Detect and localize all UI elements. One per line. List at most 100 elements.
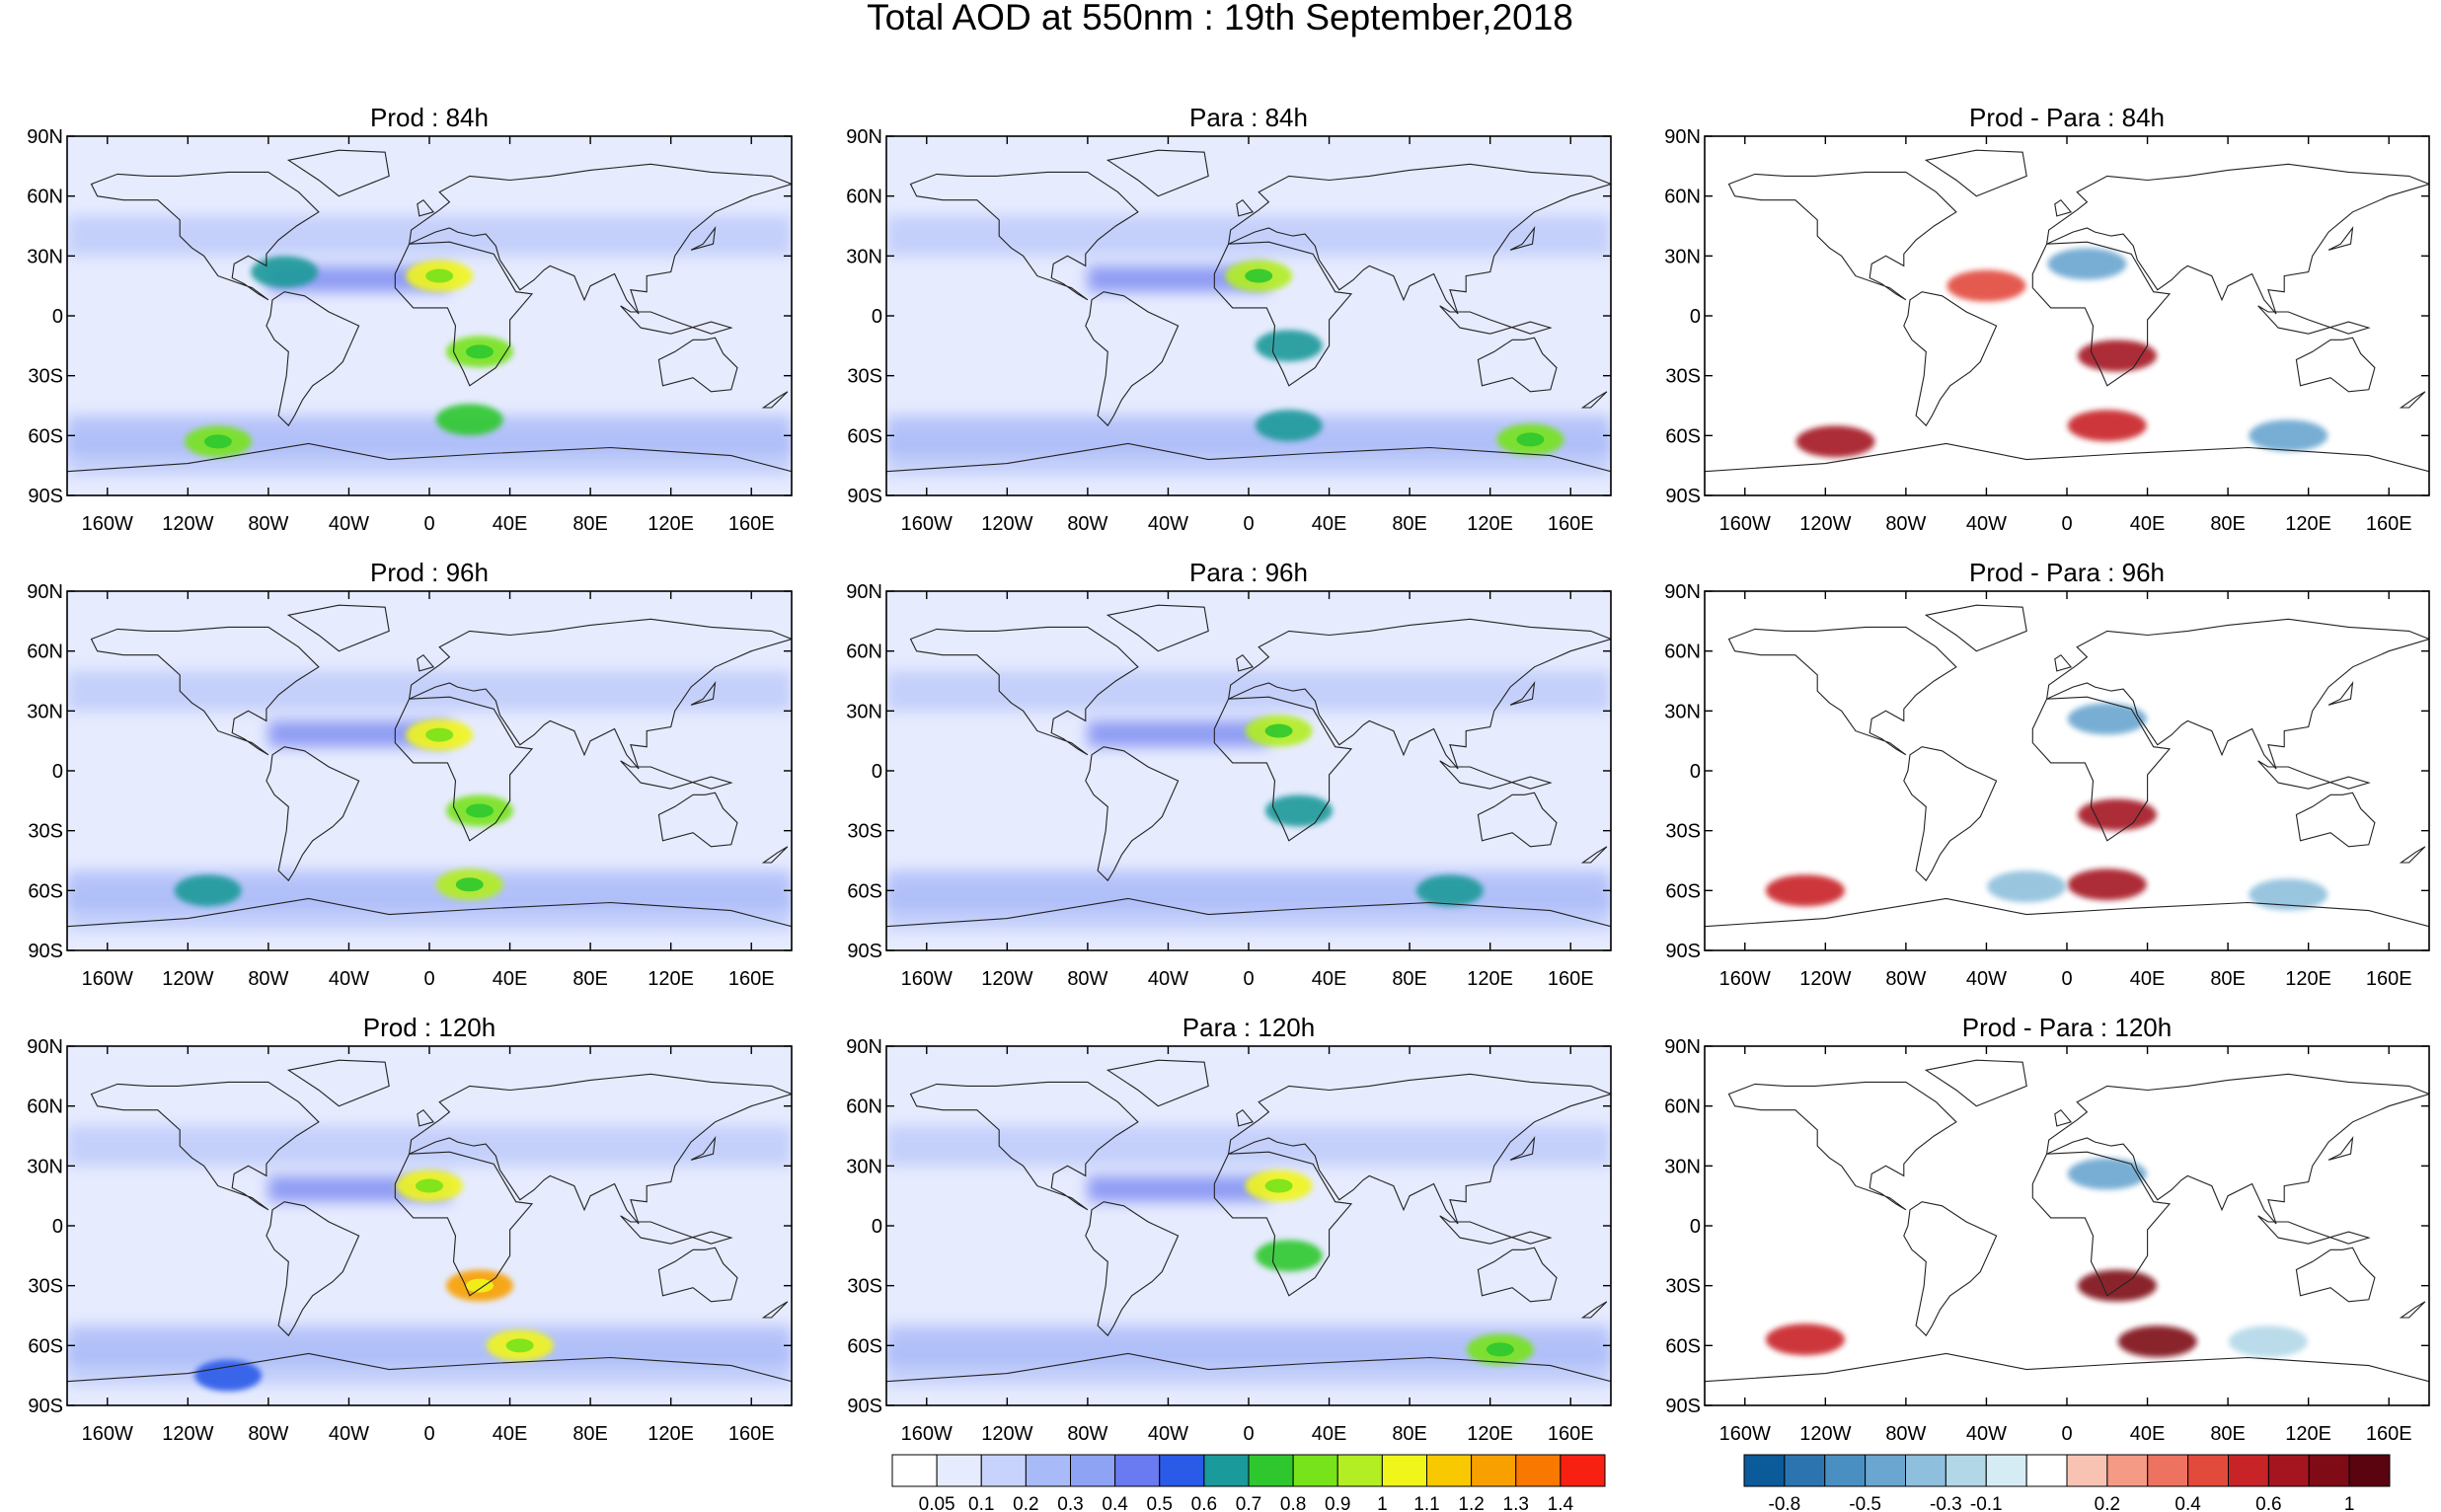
map-panel: Para : 120h 90N 60N 30N 0 30S 60S 90S 160W 120W 80…	[846, 1013, 1612, 1445]
lon-label: 40E	[493, 513, 528, 535]
lon-label: 0	[423, 968, 434, 990]
coastline	[620, 760, 733, 790]
colorbar-label: -0.8	[1769, 1494, 1801, 1512]
colorbar-swatch	[2228, 1454, 2269, 1487]
map-panel: Prod - Para : 96h 90N 60N 30N 0 30S 60S 90S 160W…	[1664, 558, 2430, 990]
colorbar-swatch	[1560, 1454, 1606, 1487]
lon-label: 0	[2061, 513, 2072, 535]
lon-label: 120E	[648, 1423, 694, 1445]
colorbar-label: 0.1	[968, 1494, 994, 1512]
lat-label: 0	[1690, 1216, 1701, 1238]
lon-label: 120W	[1799, 968, 1851, 990]
lat-label: 90S	[847, 941, 882, 962]
data-feature	[2117, 1325, 2197, 1358]
lat-label: 30S	[28, 366, 63, 388]
colorbar-label: -0.5	[1849, 1494, 1881, 1512]
lon-label: 0	[423, 1423, 434, 1445]
coastline	[1227, 618, 1611, 770]
lat-label: 30N	[1664, 701, 1701, 722]
lon-label: 80E	[1392, 513, 1427, 535]
coastline	[1580, 846, 1608, 864]
lat-label: 90S	[847, 1396, 882, 1417]
lon-label: 160E	[728, 968, 775, 990]
aerosol-band	[67, 1125, 792, 1167]
map-panel: Para : 96h 90N 60N 30N 0 30S 60S 90S 160W 120W 80W…	[846, 558, 1612, 990]
map-field	[67, 591, 792, 950]
data-feature	[1255, 1240, 1323, 1272]
coastline	[1903, 1201, 1998, 1337]
colorbar-label: 0.4	[1102, 1494, 1128, 1512]
colorbar-label: -0.1	[1970, 1494, 2003, 1512]
lat-label: 60N	[1664, 642, 1701, 663]
colorbar-swatch	[1292, 1454, 1338, 1487]
coastline	[266, 746, 360, 882]
lat-label: 0	[1690, 306, 1701, 328]
panel-title: Prod - Para : 96h	[1969, 558, 2165, 587]
lat-label: 30S	[847, 821, 882, 843]
map-field	[886, 1046, 1611, 1405]
data-feature-core	[465, 344, 494, 359]
aerosol-band	[67, 1345, 792, 1386]
aerosol-band	[886, 435, 1611, 476]
coastline	[2031, 1151, 2172, 1297]
colorbar-swatch	[1159, 1454, 1205, 1487]
data-feature	[2067, 703, 2147, 735]
lon-label: 40E	[493, 1423, 528, 1445]
colorbar-swatch	[2066, 1454, 2108, 1487]
coastline	[67, 897, 792, 950]
panel-title: Para : 120h	[1182, 1013, 1315, 1042]
diff-colorbar: -0.8 -0.5 -0.3 -0.1 0.2 0.4 0.6 1	[1743, 1454, 2391, 1512]
coastline	[2295, 1247, 2376, 1303]
data-feature	[2249, 419, 2328, 452]
data-feature	[2077, 1269, 2157, 1302]
lat-label: 0	[1690, 761, 1701, 783]
lon-label: 40W	[1966, 513, 2007, 535]
colorbar-swatch	[1248, 1454, 1294, 1487]
lon-label: 0	[2061, 968, 2072, 990]
coastline	[1213, 241, 1353, 387]
lon-label: 80E	[2210, 513, 2246, 535]
lon-label: 160W	[1719, 968, 1771, 990]
coastline	[1727, 1081, 1957, 1211]
data-feature-core	[1486, 1342, 1514, 1357]
map-panel: Prod : 120h 90N 60N 30N 0 30S 60S 90S 160W 120W 80…	[27, 1013, 793, 1445]
lat-label: 90N	[846, 581, 882, 603]
lon-label: 80W	[1885, 1423, 1926, 1445]
colorbar-label: 1	[1377, 1494, 1388, 1512]
lon-label: 0	[1243, 513, 1254, 535]
panel-title: Para : 84h	[1189, 103, 1308, 132]
lat-label: 90N	[27, 126, 63, 148]
coastline	[2257, 305, 2371, 335]
lon-label: 0	[1243, 1423, 1254, 1445]
lon-label: 80W	[248, 968, 288, 990]
lat-label: 60S	[847, 1335, 882, 1357]
data-feature-core	[203, 434, 232, 449]
data-feature	[1264, 794, 1333, 827]
coastline	[1106, 149, 1209, 197]
lon-label: 0	[2061, 1423, 2072, 1445]
colorbar-swatch	[1471, 1454, 1517, 1487]
lat-label: 90N	[1664, 126, 1701, 148]
data-feature-core	[1264, 723, 1293, 738]
coastline	[1439, 305, 1553, 335]
colorbar-swatch	[2267, 1454, 2310, 1487]
lon-label: 40E	[1312, 513, 1347, 535]
coastline	[909, 171, 1139, 301]
colorbar-swatch	[1114, 1454, 1161, 1487]
lat-label: 60N	[27, 187, 63, 208]
lon-label: 40W	[1966, 1423, 2007, 1445]
lat-label: 30N	[1664, 1156, 1701, 1177]
lat-label: 30N	[27, 246, 63, 267]
coastline	[2257, 1215, 2371, 1245]
lon-label: 80E	[2210, 968, 2246, 990]
coastline	[1236, 653, 1255, 672]
lat-label: 60S	[28, 1335, 63, 1357]
lat-label: 90N	[1664, 581, 1701, 603]
coastline	[394, 241, 534, 387]
lon-label: 120E	[2285, 1423, 2331, 1445]
lon-label: 40W	[1148, 1423, 1188, 1445]
data-feature	[1987, 870, 2067, 903]
coastline	[1477, 337, 1558, 393]
lon-label: 160W	[901, 968, 953, 990]
map-field	[1705, 1046, 2429, 1405]
